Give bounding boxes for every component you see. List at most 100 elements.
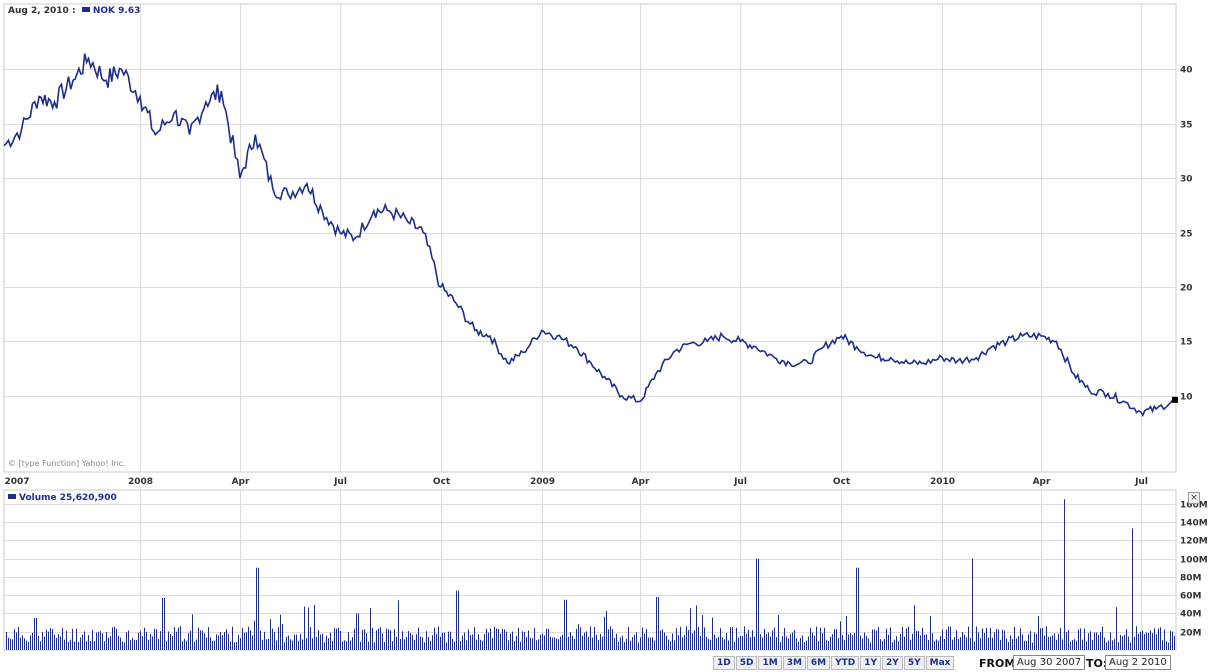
close-volume-button[interactable]: × xyxy=(1188,492,1200,504)
volume-bar xyxy=(868,638,869,650)
volume-bar xyxy=(122,641,123,650)
range-button-3m[interactable]: 3M xyxy=(782,656,806,670)
volume-bar xyxy=(1084,628,1085,650)
volume-bar xyxy=(320,634,321,650)
volume-bar xyxy=(1076,640,1077,650)
volume-bar xyxy=(186,640,187,650)
volume-bar xyxy=(538,639,539,650)
volume-bar xyxy=(604,616,605,650)
volume-bar xyxy=(990,628,991,650)
volume-bar xyxy=(280,614,281,650)
volume-bar xyxy=(1060,628,1061,650)
volume-bar xyxy=(646,629,647,650)
range-button-1d[interactable]: 1D xyxy=(713,656,735,670)
volume-bar xyxy=(754,636,755,650)
to-date-input[interactable]: Aug 2 2010 xyxy=(1105,655,1171,670)
volume-bar xyxy=(28,641,29,650)
volume-y-tick-label: 140M xyxy=(1180,519,1208,529)
volume-bar xyxy=(884,638,885,650)
volume-bar xyxy=(310,627,311,650)
volume-bar xyxy=(300,633,301,650)
volume-bar xyxy=(1006,638,1007,650)
volume-bar xyxy=(716,638,717,650)
volume-bar xyxy=(118,635,119,650)
volume-bar xyxy=(786,636,787,650)
to-label: TO: xyxy=(1086,657,1108,670)
volume-bar xyxy=(652,637,653,650)
volume-bar xyxy=(452,638,453,650)
volume-bar xyxy=(680,626,681,650)
volume-bar xyxy=(168,631,169,650)
x-tick-label: Oct xyxy=(433,477,451,487)
volume-bar xyxy=(22,635,23,650)
volume-bar xyxy=(742,636,743,650)
volume-bar xyxy=(1014,626,1015,650)
volume-bar xyxy=(932,633,933,650)
volume-bar xyxy=(918,630,919,650)
range-button-1y[interactable]: 1Y xyxy=(860,656,882,670)
volume-bar xyxy=(492,637,493,650)
volume-bar xyxy=(1032,642,1033,650)
volume-bar xyxy=(174,627,175,650)
volume-bar xyxy=(488,632,489,650)
price-y-axis-ticks: 10 15 20 25 30 35 40 xyxy=(1180,66,1193,403)
volume-bar xyxy=(232,626,233,650)
volume-bar xyxy=(834,629,835,650)
volume-bar xyxy=(610,626,611,650)
volume-bar xyxy=(134,640,135,650)
volume-bar xyxy=(212,640,213,650)
volume-bar xyxy=(578,624,579,650)
volume-bar xyxy=(1038,615,1039,650)
volume-bar xyxy=(554,637,555,650)
volume-bar xyxy=(92,629,93,650)
range-button-6m[interactable]: 6M xyxy=(806,656,831,670)
volume-bar xyxy=(434,627,435,650)
volume-bar xyxy=(910,639,911,650)
volume-bar xyxy=(230,641,231,650)
x-tick-label: 2010 xyxy=(930,477,955,487)
volume-bar xyxy=(512,631,513,650)
volume-bar xyxy=(400,639,401,650)
volume-bar xyxy=(252,635,253,650)
range-button-5y[interactable]: 5Y xyxy=(903,656,925,670)
volume-bar xyxy=(822,632,823,650)
volume-bar xyxy=(172,635,173,650)
volume-bar xyxy=(188,633,189,650)
volume-bar xyxy=(912,633,913,650)
volume-bar xyxy=(734,641,735,650)
volume-bar xyxy=(100,630,101,650)
volume-bar xyxy=(1126,629,1127,650)
volume-bar xyxy=(1080,628,1081,650)
volume-bar xyxy=(794,629,795,650)
volume-bar xyxy=(1166,641,1167,650)
range-button-2y[interactable]: 2Y xyxy=(882,656,903,670)
range-button-ytd[interactable]: YTD xyxy=(831,656,860,670)
volume-bar xyxy=(972,558,973,650)
volume-bar xyxy=(926,634,927,650)
volume-bar xyxy=(736,627,737,650)
range-button-max[interactable]: Max xyxy=(925,656,955,670)
volume-bar xyxy=(622,635,623,650)
volume-bar xyxy=(634,634,635,650)
volume-bar xyxy=(76,628,77,650)
volume-bar xyxy=(636,632,637,650)
volume-bar xyxy=(608,629,609,650)
volume-bar xyxy=(6,631,7,650)
price-y-tick-label: 40 xyxy=(1180,66,1193,76)
volume-bar xyxy=(302,639,303,650)
header-ticker: NOK xyxy=(92,6,115,16)
range-button-1m[interactable]: 1M xyxy=(758,656,782,670)
volume-bar xyxy=(688,630,689,650)
volume-bar xyxy=(334,628,335,650)
from-date-input[interactable]: Aug 30 2007 xyxy=(1013,655,1086,670)
volume-bar xyxy=(154,628,155,650)
volume-bar xyxy=(804,642,805,650)
volume-bar xyxy=(52,629,53,650)
volume-y-tick-label: 100M xyxy=(1180,556,1208,566)
range-button-5d[interactable]: 5D xyxy=(735,656,758,670)
volume-bar xyxy=(768,632,769,650)
volume-bar xyxy=(900,633,901,650)
volume-bar xyxy=(62,628,63,650)
volume-bar xyxy=(544,635,545,650)
volume-bar xyxy=(574,638,575,650)
